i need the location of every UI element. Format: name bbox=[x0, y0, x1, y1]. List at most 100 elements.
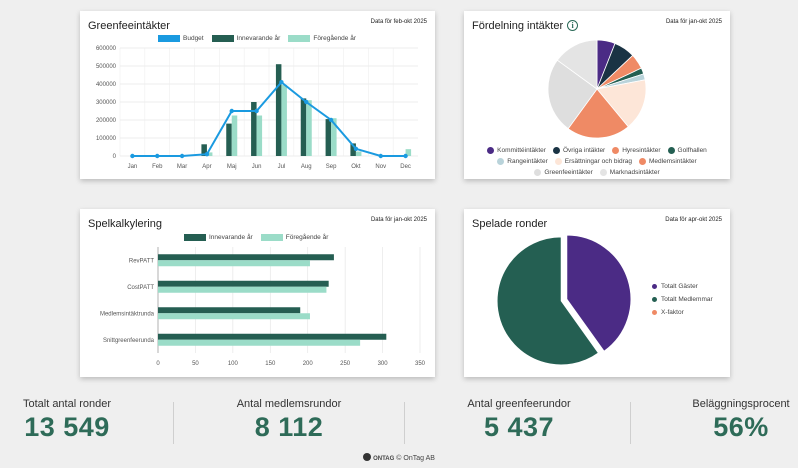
bar-innevarande bbox=[158, 280, 329, 287]
legend-item-foregaende[interactable]: Föregående år bbox=[288, 35, 356, 42]
legend-label: Marknadsintäkter bbox=[609, 169, 660, 176]
divider bbox=[173, 402, 174, 444]
kpi-label: Antal greenfeerundor bbox=[467, 398, 571, 410]
x-tick-label: Jul bbox=[278, 164, 286, 170]
legend-item[interactable]: Övriga intäkter bbox=[552, 147, 606, 154]
x-tick-label: Jun bbox=[252, 164, 262, 170]
bar-foregaende bbox=[281, 84, 287, 156]
spelkalk-title: Spelkalkylering bbox=[88, 218, 162, 230]
legend-item[interactable]: Kommittéintäkter bbox=[487, 147, 546, 154]
legend-item[interactable]: Totalt Gäster bbox=[652, 283, 713, 290]
legend-dot bbox=[639, 158, 646, 165]
legend-dot bbox=[652, 310, 657, 315]
legend-item[interactable]: Totalt Medlemmar bbox=[652, 296, 713, 303]
y-tick-label: 0 bbox=[113, 154, 117, 160]
bar-innevarande bbox=[158, 307, 301, 314]
spelkalk-period: Data för jan-okt 2025 bbox=[370, 217, 427, 223]
legend-label: Totalt Gäster bbox=[661, 283, 698, 290]
legend-label: Golfhallen bbox=[677, 147, 707, 154]
y-tick-label: 200000 bbox=[96, 118, 117, 124]
legend-item[interactable]: Greenfeeintäkter bbox=[534, 169, 593, 176]
y-tick-label: CostPATT bbox=[127, 285, 154, 291]
pie-slice bbox=[567, 88, 629, 139]
legend-label: Ersättningar och bidrag bbox=[564, 158, 632, 165]
y-tick-label: Snittgreenfeerunda bbox=[103, 338, 155, 344]
x-tick-label: Aug bbox=[301, 164, 312, 170]
y-tick-label: 400000 bbox=[96, 82, 117, 88]
rounds-legend: Totalt Gäster Totalt Medlemmar X-faktor bbox=[652, 283, 713, 322]
kpi-occupancy: Beläggningsprocent 56% bbox=[641, 398, 798, 443]
budget-line bbox=[132, 80, 406, 157]
legend-item-innevarande[interactable]: Innevarande år bbox=[184, 234, 253, 241]
greenfee-title: Greenfeeintäkter bbox=[88, 20, 170, 32]
bar-foregaende bbox=[231, 115, 238, 156]
x-tick-label: Maj bbox=[227, 164, 237, 170]
legend-dot bbox=[667, 147, 675, 154]
legend-item-foregaende[interactable]: Föregående år bbox=[260, 234, 328, 241]
legend-swatch bbox=[158, 35, 180, 42]
legend-swatch bbox=[260, 234, 283, 241]
spelkalk-chart: 0 50 100 150 200 250 300 350 RevPATT CostPATT Medl… bbox=[100, 247, 426, 367]
legend-dot bbox=[554, 158, 562, 165]
bar-innevarande bbox=[251, 102, 257, 156]
budget-point bbox=[179, 153, 185, 159]
info-icon[interactable]: i bbox=[567, 20, 579, 31]
legend-label: Totalt Medlemmar bbox=[661, 296, 713, 303]
bar-innevarande bbox=[226, 123, 232, 156]
greenfee-period: Data för feb-okt 2025 bbox=[370, 19, 427, 25]
legend-label: Medlemsintäkter bbox=[649, 158, 697, 165]
x-tick-label: Jan bbox=[128, 164, 138, 170]
footer: ONTAG © OnTag AB bbox=[0, 453, 798, 462]
legend-label: Rangeintäkter bbox=[507, 158, 548, 165]
y-tick-label: RevPATT bbox=[129, 258, 154, 264]
kpi-member-rounds: Antal medlemsrundor 8 112 bbox=[189, 398, 389, 443]
budget-point bbox=[378, 153, 383, 159]
legend-item[interactable]: Medlemsintäkter bbox=[639, 158, 697, 165]
legend-item[interactable]: Hyresintäkter bbox=[612, 147, 661, 154]
legend-dot bbox=[497, 158, 505, 165]
kpi-label: Antal medlemsrundor bbox=[236, 398, 342, 410]
budget-point bbox=[204, 152, 210, 157]
legend-item[interactable]: Ersättningar och bidrag bbox=[554, 158, 632, 165]
bar-innevarande bbox=[275, 64, 282, 156]
legend-swatch bbox=[288, 35, 311, 42]
kpi-greenfee-rounds: Antal greenfeerundor 5 437 bbox=[419, 398, 619, 443]
spelkalk-legend: Innevarande år Föregående år bbox=[184, 234, 328, 241]
bar-innevarande bbox=[201, 144, 207, 156]
kpi-label: Beläggningsprocent bbox=[692, 398, 790, 410]
legend-label: Övriga intäkter bbox=[562, 147, 606, 154]
greenfee-card: 0 100000 200000 300000 400000 500000 600000 Jan… bbox=[80, 11, 435, 179]
x-tick-label: Mar bbox=[177, 164, 187, 170]
budget-point bbox=[130, 153, 135, 159]
bar-innevarande bbox=[158, 333, 387, 340]
legend-dot bbox=[652, 284, 657, 289]
bar-foregaende bbox=[158, 339, 361, 346]
kpi-value: 13 549 bbox=[24, 412, 110, 442]
legend-item[interactable]: X-faktor bbox=[652, 309, 713, 316]
bar-foregaende bbox=[355, 151, 362, 156]
budget-point bbox=[403, 153, 408, 159]
budget-point bbox=[353, 146, 359, 151]
x-tick-label: Nov bbox=[375, 164, 386, 170]
divider bbox=[404, 402, 405, 444]
legend-item[interactable]: Golfhallen bbox=[667, 147, 707, 154]
legend-item-innevarande[interactable]: Innevarande år bbox=[211, 35, 280, 42]
bar-foregaende bbox=[158, 286, 327, 293]
bar-foregaende bbox=[331, 118, 337, 156]
x-tick-label: Sep bbox=[326, 164, 337, 170]
legend-item-budget[interactable]: Budget bbox=[158, 35, 204, 42]
legend-swatch bbox=[184, 234, 206, 241]
budget-point bbox=[254, 108, 259, 114]
bar-foregaende bbox=[206, 152, 213, 156]
pie-slice bbox=[596, 79, 647, 128]
bar-innevarande bbox=[350, 143, 356, 156]
y-tick-label: 100000 bbox=[96, 136, 117, 142]
rounds-period: Data för apr-okt 2025 bbox=[665, 217, 722, 223]
footer-brand: ONTAG bbox=[373, 456, 395, 462]
kpi-total-rounds: Totalt antal ronder 13 549 bbox=[0, 398, 167, 443]
distribution-card: Fördelning intäkter i Data för jan-okt 20… bbox=[464, 11, 730, 179]
legend-item[interactable]: Marknadsintäkter bbox=[599, 169, 660, 176]
distribution-title: Fördelning intäkter i bbox=[472, 20, 579, 32]
legend-item[interactable]: Rangeintäkter bbox=[497, 158, 548, 165]
x-tick-label: 0 bbox=[156, 361, 160, 367]
